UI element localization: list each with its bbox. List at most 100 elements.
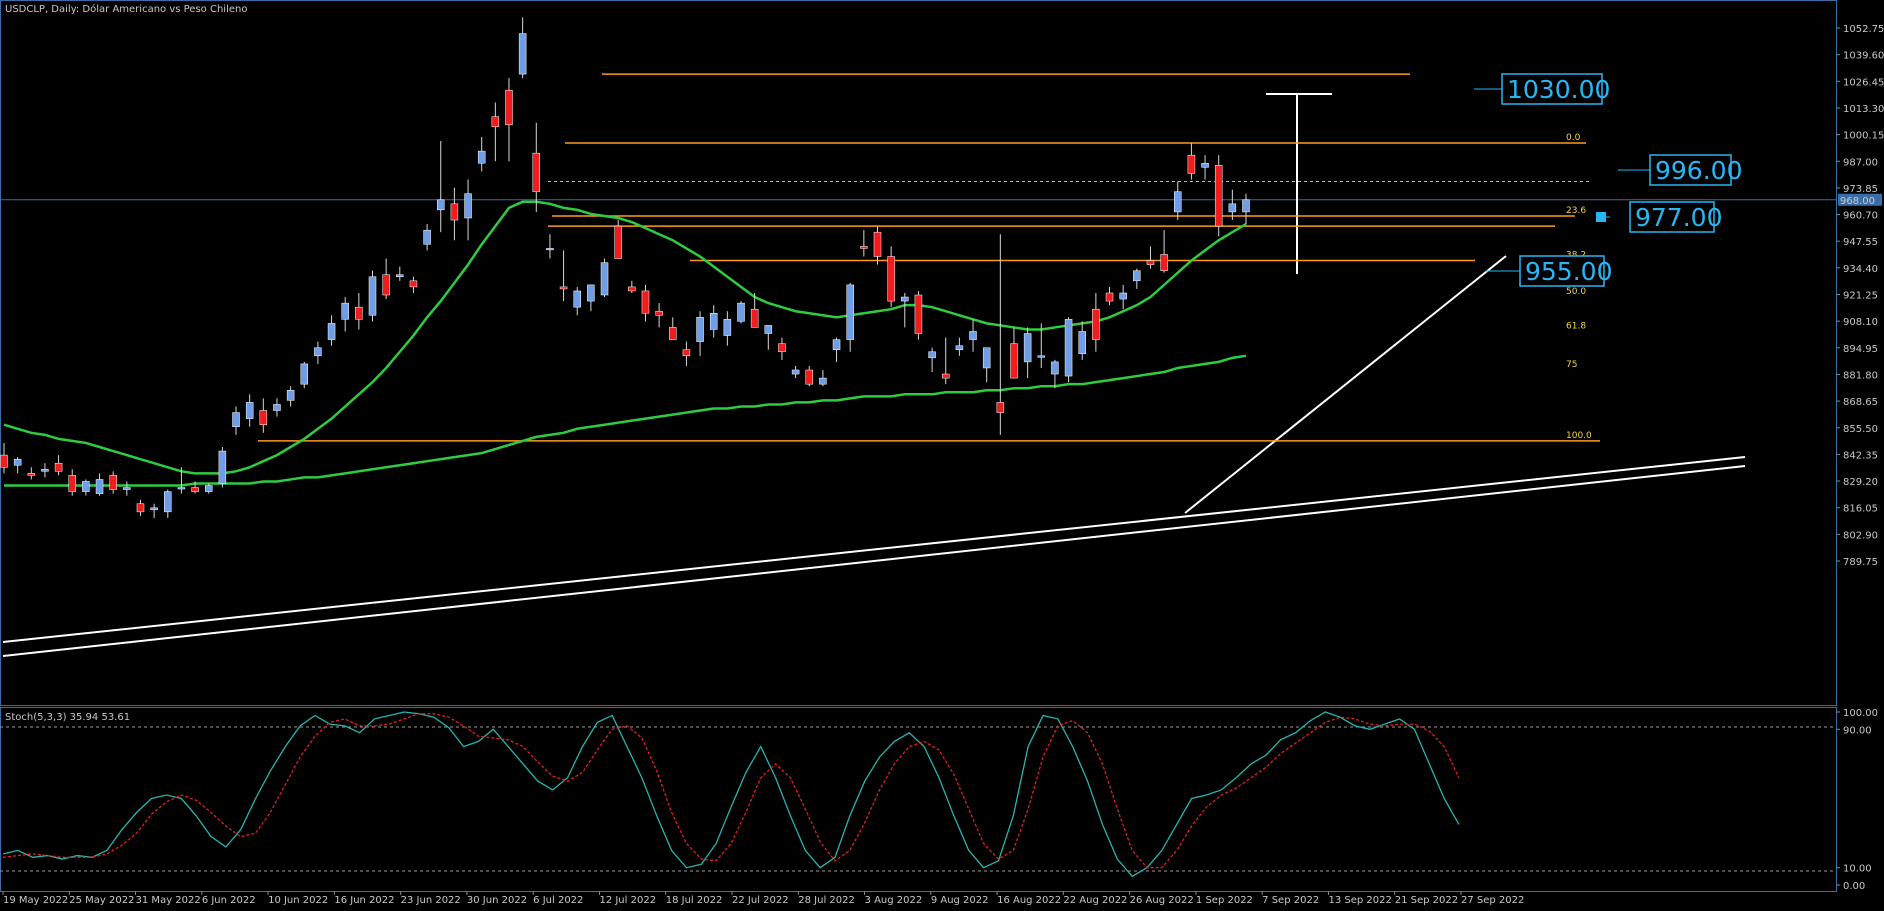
candle-body-bear (532, 152, 541, 192)
callout-977.00: 977.00 (1596, 201, 1722, 233)
candle-body-bull (204, 485, 213, 492)
current-price-label: 968.00 (1840, 196, 1875, 207)
candle-body-bull (982, 347, 991, 369)
candle-body-bull (573, 290, 581, 308)
candle-body-bear (27, 473, 36, 476)
candle (341, 297, 349, 332)
time-tick-label: 31 May 2022 (136, 895, 201, 906)
fib-label-100.0: 100.0 (1566, 431, 1592, 441)
candle (969, 319, 977, 352)
candle (396, 266, 404, 281)
candle-body-bull (709, 312, 718, 330)
price-tick-label: 881.80 (1843, 370, 1878, 381)
candle-body-bull (368, 276, 377, 316)
candle-body-bear (873, 231, 882, 257)
candle (123, 481, 131, 496)
time-tick-label: 7 Sep 2022 (1262, 895, 1319, 906)
candle-body-bull (1228, 203, 1237, 213)
candle (204, 483, 213, 494)
candle-body-bear (559, 286, 568, 290)
candle-body-bull (150, 507, 158, 511)
candle-body-bear (0, 454, 8, 468)
time-tick-label: 23 Jun 2022 (401, 895, 461, 906)
candle (573, 286, 581, 316)
time-tick-label: 10 Jun 2022 (268, 895, 328, 906)
candle-body-bull (723, 319, 732, 336)
candle (532, 122, 541, 212)
candle (1160, 230, 1168, 273)
candle (27, 467, 36, 480)
candle-body-bear (54, 462, 63, 472)
callout-label: 955.00 (1525, 257, 1612, 286)
candle-body-bull (245, 402, 254, 419)
candle (164, 489, 172, 518)
candle-body-bull (327, 323, 336, 340)
candle-body-bear (941, 373, 950, 379)
time-tick-label: 18 Jul 2022 (666, 895, 723, 906)
candle-body-bear (1146, 260, 1155, 265)
candle (669, 317, 677, 340)
candle-body-bull (314, 347, 322, 357)
candle (177, 467, 186, 494)
candle-body-bear (1160, 254, 1168, 271)
candle (778, 337, 786, 360)
candle-body-bull (41, 469, 49, 472)
candle-body-bull (218, 450, 227, 484)
fib-label-61.8: 61.8 (1566, 321, 1586, 331)
candle (41, 463, 49, 478)
callout-box (1649, 154, 1732, 186)
candle-body-bear (505, 90, 513, 126)
candle (218, 447, 227, 488)
candle (1064, 317, 1073, 383)
candle-body-bull (477, 150, 486, 164)
candle (136, 499, 145, 516)
candle-body-bear (805, 369, 814, 385)
time-tick-label: 25 May 2022 (69, 895, 134, 906)
candle-body-bull (587, 284, 595, 302)
fib-label-50.0: 50.0 (1566, 287, 1586, 297)
candle (68, 469, 76, 496)
time-tick-label: 21 Sep 2022 (1395, 895, 1458, 906)
candle-body-bear (191, 487, 199, 492)
candle (1051, 359, 1059, 389)
candle-body-bear (614, 225, 622, 259)
price-callouts[interactable]: 1030.00 996.00 977.00 955.00 (1474, 73, 1742, 287)
candle (1174, 181, 1182, 221)
candle-body-bear (860, 246, 868, 249)
price-tick-label: 960.70 (1843, 211, 1878, 222)
candle-body-bull (286, 390, 295, 401)
chart-title: USDCLP, Daily: Dólar Americano vs Peso C… (5, 3, 247, 15)
candle (491, 102, 500, 162)
candle (286, 386, 295, 407)
candle (941, 337, 950, 385)
candle-body-bear (382, 274, 390, 296)
candle-body-bull (123, 487, 131, 490)
candle (355, 292, 363, 330)
trend-lines[interactable] (2, 93, 1746, 657)
time-tick-label: 16 Jun 2022 (334, 895, 394, 906)
candle-body-bull (600, 262, 609, 296)
candle-body-bull (82, 481, 90, 492)
candle (82, 479, 90, 496)
time-tick-label: 6 Jun 2022 (202, 895, 256, 906)
time-tick-label: 19 May 2022 (3, 895, 68, 906)
candle (273, 398, 281, 417)
candle (1228, 189, 1237, 221)
fib-label-75: 75 (1566, 360, 1577, 370)
candle (860, 230, 868, 257)
candle-body-bear (450, 203, 459, 221)
callout-box (1501, 73, 1603, 105)
candle (1092, 292, 1100, 352)
candle (382, 258, 390, 300)
candle (259, 398, 268, 433)
price-axis: 1052.75 1039.60 1026.45 1013.30 1000.15 987.0… (1836, 24, 1884, 568)
candle (423, 224, 431, 251)
time-tick-label: 13 Sep 2022 (1328, 895, 1391, 906)
candle (546, 234, 554, 259)
stoch-indicator-label: Stoch(5,3,3) 35.94 53.61 (5, 712, 130, 723)
time-axis: 19 May 2022 25 May 2022 31 May 2022 6 Jun 2… (2, 891, 1524, 906)
candle (996, 234, 1005, 435)
candle-body-bull (1023, 333, 1032, 363)
